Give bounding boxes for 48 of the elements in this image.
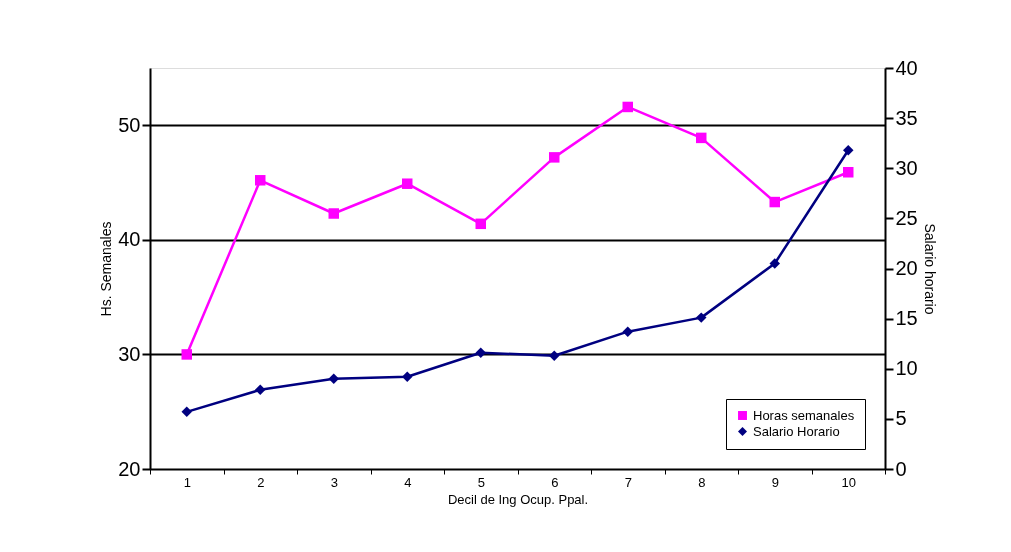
point	[255, 384, 266, 396]
y2-tick-label: 5	[895, 407, 907, 430]
x-tick-label: 1	[183, 474, 191, 490]
point	[181, 349, 192, 360]
point	[402, 178, 413, 189]
point	[769, 258, 780, 269]
y2-tick-label: 20	[895, 257, 918, 279]
y2-axis-title: Salario horario	[921, 223, 938, 315]
point	[549, 350, 560, 361]
x-tick-label: 5	[477, 474, 485, 490]
x-tick-label: 2	[257, 474, 265, 490]
point	[475, 218, 486, 230]
x-tick-label: 8	[698, 474, 706, 490]
point	[475, 347, 486, 358]
point	[328, 208, 339, 219]
point	[402, 371, 413, 383]
y2-tick-label: 40	[895, 56, 918, 79]
y-tick-label: 50	[118, 113, 141, 136]
point	[696, 312, 707, 323]
y-axis-title: Hs. Semanales	[98, 221, 115, 317]
point	[549, 152, 560, 163]
x-axis-title: Decil de Ing Ocup. Ppal.	[447, 491, 589, 507]
point	[843, 167, 854, 178]
y2-tick-label: 10	[895, 357, 918, 380]
y2-tick-label: 0	[895, 457, 907, 480]
point	[769, 196, 780, 208]
y-tick-label: 40	[118, 228, 141, 251]
point	[255, 175, 266, 186]
x-tick-label: 6	[551, 474, 559, 490]
point	[328, 373, 339, 385]
y-tick-label: 20	[118, 457, 141, 480]
x-tick-label: 10	[841, 474, 856, 490]
legend-label: Salario Horario	[753, 423, 840, 439]
x-tick-label: 3	[330, 474, 338, 490]
y2-tick-label: 35	[895, 106, 918, 129]
point	[843, 144, 854, 156]
point	[622, 101, 633, 113]
y2-tick-label: 25	[895, 206, 918, 229]
x-tick-label: 9	[771, 474, 779, 490]
legend-label: Horas semanales	[753, 407, 855, 423]
x-tick-label: 7	[624, 474, 632, 490]
y2-tick-label: 30	[895, 156, 918, 179]
y2-tick-label: 15	[895, 307, 918, 330]
x-tick-label: 4	[404, 474, 412, 490]
point	[181, 406, 192, 418]
point	[622, 326, 633, 337]
point	[696, 132, 707, 144]
y-tick-label: 30	[118, 342, 141, 365]
